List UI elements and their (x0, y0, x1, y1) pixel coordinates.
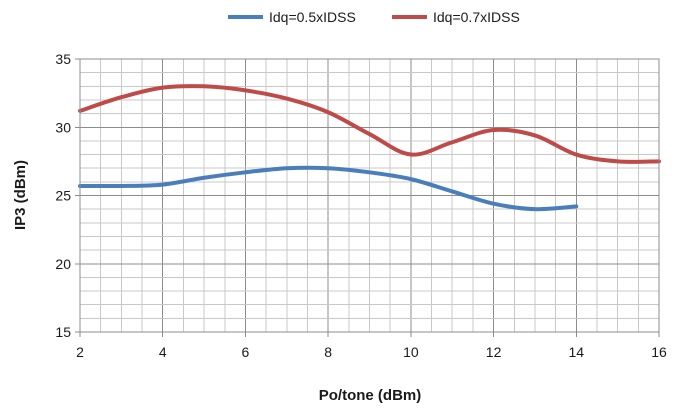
x-tick-label: 2 (76, 344, 84, 360)
y-tick-label: 30 (55, 119, 71, 135)
x-tick-label: 10 (403, 344, 419, 360)
x-tick-label: 6 (242, 344, 250, 360)
series-lines (78, 84, 661, 212)
y-tick-label: 15 (55, 324, 71, 340)
x-tick-label: 16 (651, 344, 667, 360)
y-tick-label: 20 (55, 256, 71, 272)
legend: Idq=0.5xIDSS Idq=0.7xIDSS (228, 9, 520, 25)
x-tick-label: 8 (324, 344, 332, 360)
legend-label-2: Idq=0.7xIDSS (433, 9, 520, 25)
axes: 2 4 6 8 10 12 14 16 15 20 25 30 35 (55, 51, 667, 360)
legend-label-1: Idq=0.5xIDSS (269, 9, 356, 25)
x-tick-label: 12 (486, 344, 502, 360)
y-tick-label: 25 (55, 188, 71, 204)
series-line-2 (78, 84, 661, 164)
y-axis-title: IP3 (dBm) (12, 160, 29, 230)
x-tick-label: 14 (568, 344, 584, 360)
gridlines (80, 59, 659, 332)
x-axis-title: Po/tone (dBm) (319, 387, 422, 404)
x-tick-label: 4 (159, 344, 167, 360)
series-line-1 (78, 165, 579, 212)
y-tick-label: 35 (55, 51, 71, 67)
